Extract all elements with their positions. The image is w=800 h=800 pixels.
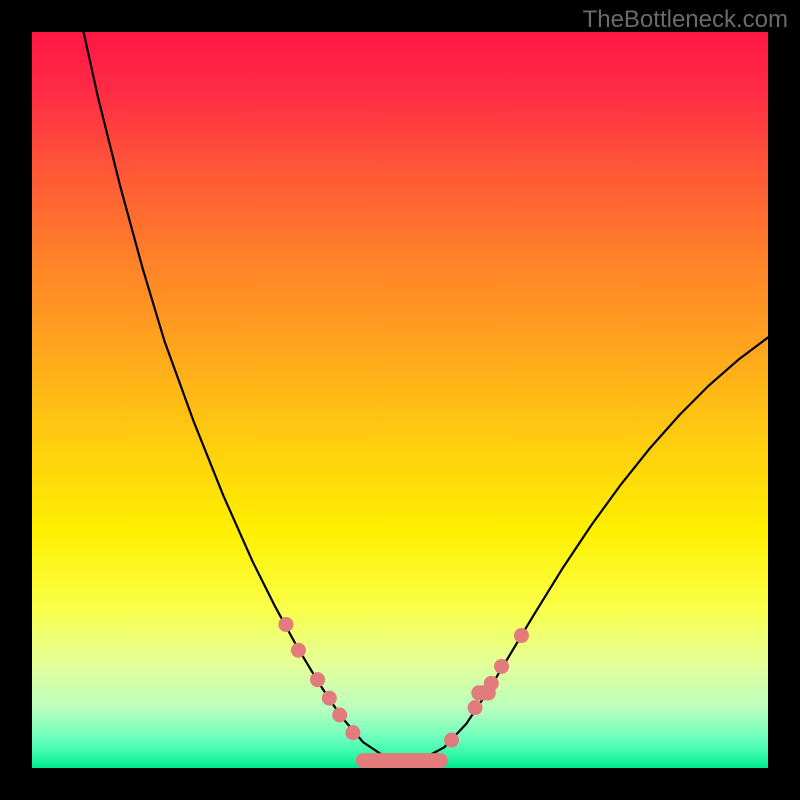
bottleneck-chart [0, 0, 800, 800]
plot-background [32, 32, 768, 768]
marker-dot-right-3 [494, 659, 509, 674]
marker-dot-left-0 [278, 617, 293, 632]
marker-dot-right-0 [444, 733, 459, 748]
marker-pill-bottom [356, 753, 448, 768]
marker-dot-left-5 [345, 725, 360, 740]
marker-dot-left-3 [322, 691, 337, 706]
watermark-text: TheBottleneck.com [583, 6, 788, 34]
marker-dot-left-1 [291, 643, 306, 658]
marker-dot-left-4 [332, 708, 347, 723]
marker-dot-right-2 [484, 676, 499, 691]
chart-frame: TheBottleneck.com [0, 0, 800, 800]
marker-dot-right-1 [468, 700, 483, 715]
marker-dot-left-2 [310, 672, 325, 687]
marker-dot-right-4 [514, 628, 529, 643]
